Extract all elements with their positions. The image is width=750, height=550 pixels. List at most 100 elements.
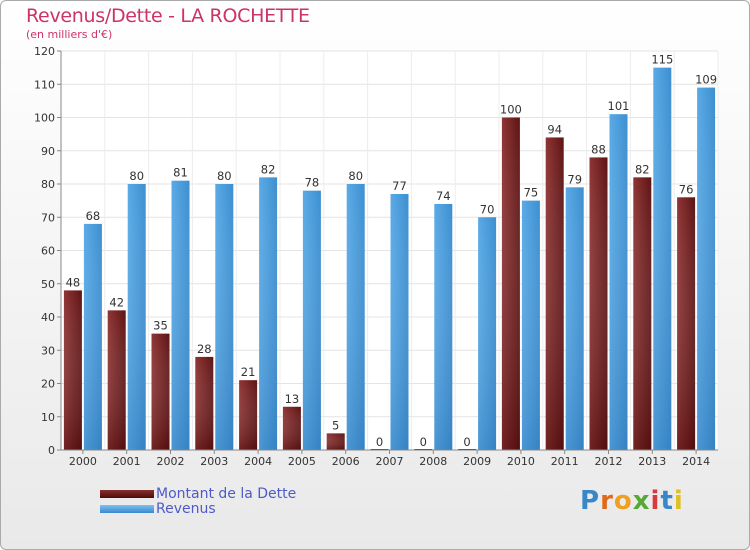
data-label-revenue: 75 xyxy=(524,186,539,200)
x-tick-label: 2010 xyxy=(507,455,535,468)
data-label-debt: 82 xyxy=(635,162,650,176)
bar-revenue-shade xyxy=(478,217,497,450)
legend-item-revenue: Revenus xyxy=(100,500,296,517)
logo-letter: t xyxy=(660,486,674,516)
legend-item-debt: Montant de la Dette xyxy=(100,485,297,502)
data-label-debt: 0 xyxy=(420,435,427,449)
bar-revenue-shade xyxy=(390,193,409,450)
bar-revenue-shade xyxy=(127,184,146,450)
data-label-revenue: 81 xyxy=(173,166,188,180)
data-label-debt: 5 xyxy=(332,418,339,432)
data-label-debt: 21 xyxy=(241,365,256,379)
data-label-debt: 76 xyxy=(679,182,694,196)
x-tick-label: 2011 xyxy=(551,455,579,468)
bar-revenue-shade xyxy=(565,187,584,450)
bar-debt-shade xyxy=(151,333,170,450)
bar-revenue-shade xyxy=(259,177,278,450)
bar-debt-shade xyxy=(282,406,301,450)
x-tick-label: 2009 xyxy=(463,455,491,468)
bar-revenue-shade xyxy=(653,67,672,450)
chart-subtitle: (en milliers d'€) xyxy=(26,28,113,41)
data-label-debt: 28 xyxy=(197,342,212,356)
data-label-debt: 13 xyxy=(285,392,300,406)
x-tick-label: 2005 xyxy=(288,455,316,468)
y-tick-label: 120 xyxy=(34,45,55,58)
data-label-debt: 48 xyxy=(66,275,81,289)
data-label-revenue: 78 xyxy=(305,176,320,190)
y-tick-label: 110 xyxy=(34,78,55,91)
y-tick-label: 0 xyxy=(48,444,55,457)
bar-debt-shade xyxy=(677,197,696,450)
x-tick-label: 2004 xyxy=(244,455,272,468)
y-tick-label: 40 xyxy=(41,311,55,324)
bar-revenue-shade xyxy=(302,190,321,450)
x-tick-label: 2001 xyxy=(113,455,141,468)
bar-revenue-shade xyxy=(697,87,716,450)
x-tick-label: 2012 xyxy=(595,455,623,468)
x-tick-label: 2007 xyxy=(376,455,404,468)
x-tick-label: 2002 xyxy=(157,455,185,468)
bar-debt-shade xyxy=(633,177,652,450)
data-label-debt: 94 xyxy=(547,122,562,136)
logo-letter: r xyxy=(600,486,614,516)
y-tick-label: 60 xyxy=(41,245,55,258)
legend-swatch-debt xyxy=(100,489,154,498)
bar-debt-shade xyxy=(326,433,345,450)
data-label-revenue: 101 xyxy=(608,99,630,113)
data-label-revenue: 80 xyxy=(348,169,363,183)
x-tick-label: 2013 xyxy=(638,455,666,468)
bar-debt-shade xyxy=(107,310,126,450)
data-label-debt: 35 xyxy=(153,319,168,333)
y-tick-label: 30 xyxy=(41,344,55,357)
legend-swatch-revenue xyxy=(100,504,154,513)
data-label-revenue: 77 xyxy=(392,179,407,193)
bar-debt-shade xyxy=(589,157,608,450)
x-tick-label: 2000 xyxy=(69,455,97,468)
bar-revenue-shade xyxy=(609,114,628,451)
logo-letter: o xyxy=(613,486,633,516)
data-label-revenue: 80 xyxy=(129,169,144,183)
x-tick-label: 2006 xyxy=(332,455,360,468)
y-tick-label: 70 xyxy=(41,211,55,224)
bar-revenue-shade xyxy=(83,223,102,450)
data-label-revenue: 109 xyxy=(695,73,717,87)
data-label-revenue: 79 xyxy=(567,172,582,186)
y-tick-label: 20 xyxy=(41,378,55,391)
y-tick-label: 100 xyxy=(34,112,55,125)
y-tick-label: 50 xyxy=(41,278,55,291)
bar-debt-shade xyxy=(195,356,214,450)
data-label-debt: 0 xyxy=(376,435,383,449)
bar-revenue-shade xyxy=(434,203,453,450)
bar-debt-shade xyxy=(63,290,82,450)
bar-revenue-shade xyxy=(346,184,365,450)
data-label-revenue: 70 xyxy=(480,202,495,216)
legend-label-debt: Montant de la Dette xyxy=(156,485,297,502)
bar-revenue-shade xyxy=(215,184,234,450)
data-label-revenue: 82 xyxy=(261,162,276,176)
x-tick-label: 2003 xyxy=(200,455,228,468)
logo-letter: i xyxy=(650,486,661,516)
legend: Montant de la Dette Revenus xyxy=(100,485,297,517)
data-label-revenue: 115 xyxy=(651,53,673,67)
bar-revenue-shade xyxy=(521,200,540,450)
data-label-debt: 42 xyxy=(109,295,124,309)
y-tick-label: 80 xyxy=(41,178,55,191)
data-label-debt: 0 xyxy=(463,435,470,449)
data-label-revenue: 80 xyxy=(217,169,232,183)
proxiti-logo: Proxiti xyxy=(580,486,684,516)
x-tick-label: 2014 xyxy=(682,455,710,468)
logo-letter: P xyxy=(580,486,601,516)
bar-debt-shade xyxy=(545,137,564,450)
legend-label-revenue: Revenus xyxy=(156,500,216,517)
logo-letter: i xyxy=(673,486,684,516)
logo-letter: x xyxy=(632,486,651,516)
bar-debt-shade xyxy=(501,117,520,450)
y-tick-label: 10 xyxy=(41,411,55,424)
data-label-revenue: 68 xyxy=(86,209,101,223)
y-tick-label: 90 xyxy=(41,145,55,158)
bar-debt-shade xyxy=(239,380,258,450)
data-label-revenue: 74 xyxy=(436,189,451,203)
chart-title: Revenus/Dette - LA ROCHETTE xyxy=(26,5,310,27)
data-label-debt: 100 xyxy=(500,103,522,117)
